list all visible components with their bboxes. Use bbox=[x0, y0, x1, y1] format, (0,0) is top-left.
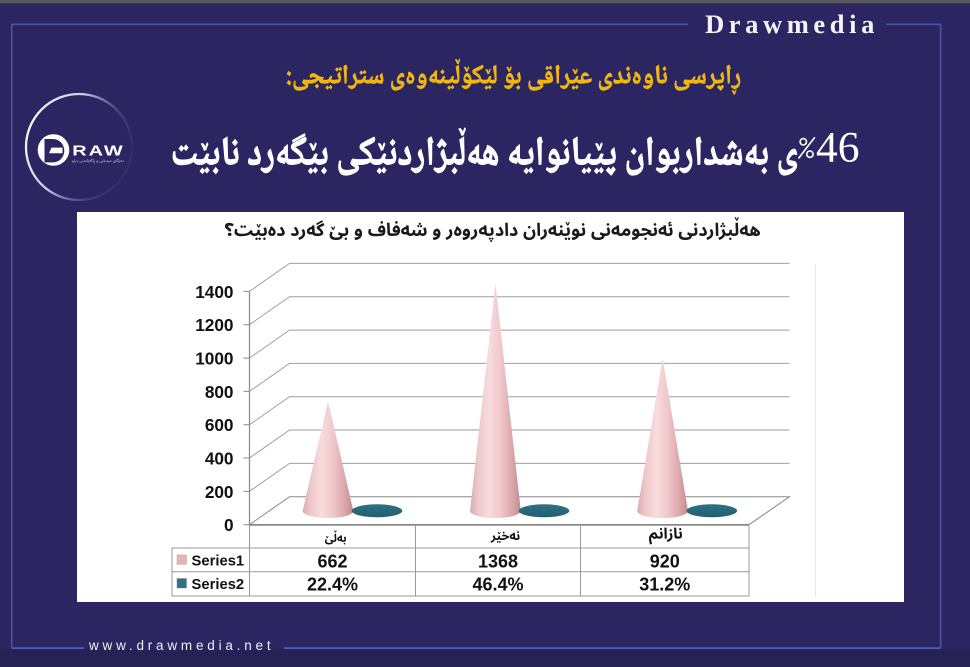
svg-text:200: 200 bbox=[205, 482, 234, 502]
svg-text:Drawmedia: Drawmedia bbox=[705, 9, 879, 39]
svg-text:600: 600 bbox=[205, 415, 234, 435]
svg-text:Series1: Series1 bbox=[192, 554, 245, 570]
svg-text:RAW: RAW bbox=[72, 142, 124, 159]
svg-text:22.4%: 22.4% bbox=[307, 574, 358, 594]
svg-text:1400: 1400 bbox=[195, 282, 233, 302]
svg-text:800: 800 bbox=[205, 382, 234, 402]
svg-text:46.4%: 46.4% bbox=[472, 574, 523, 594]
svg-text:0: 0 bbox=[224, 515, 234, 535]
svg-text:www.drawmedia.net: www.drawmedia.net bbox=[88, 638, 274, 653]
svg-text:1200: 1200 bbox=[195, 315, 233, 335]
svg-text:46: 46 bbox=[816, 123, 860, 171]
svg-text:400: 400 bbox=[205, 448, 234, 468]
svg-text:1368: 1368 bbox=[478, 552, 518, 572]
svg-text:920: 920 bbox=[650, 552, 680, 572]
svg-text:662: 662 bbox=[317, 552, 347, 572]
svg-text:Series2: Series2 bbox=[192, 577, 245, 593]
svg-text:1000: 1000 bbox=[195, 349, 233, 369]
svg-text:31.2%: 31.2% bbox=[639, 574, 690, 594]
